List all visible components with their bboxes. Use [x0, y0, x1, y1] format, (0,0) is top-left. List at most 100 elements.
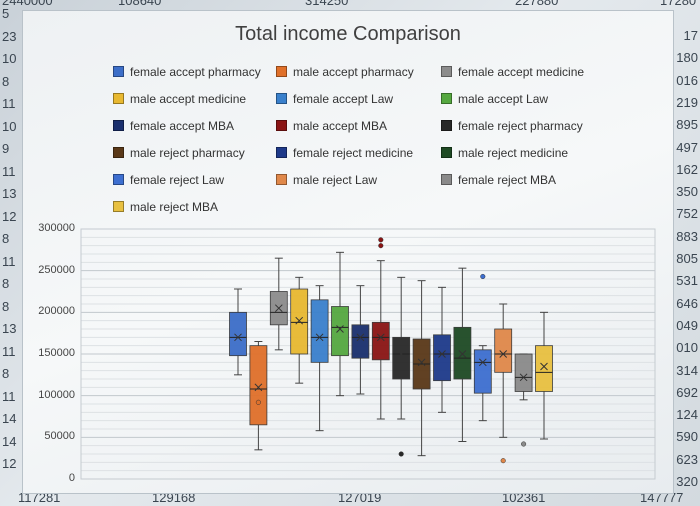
legend-label: male reject medicine — [458, 146, 569, 160]
y-tick-label: 100000 — [38, 388, 75, 401]
mean-marker — [376, 333, 385, 342]
outlier-point — [255, 399, 261, 405]
y-tick-label: 250000 — [38, 263, 75, 276]
mean-marker — [499, 350, 508, 358]
y-tick-label: 50000 — [44, 430, 75, 443]
y-tick-label: 200000 — [38, 305, 75, 318]
right-column-cell: 010 — [676, 340, 698, 356]
legend-swatch — [113, 147, 124, 158]
right-column-cell: 124 — [676, 407, 698, 423]
left-column-cell: 14 — [2, 411, 17, 426]
box-plot — [80, 228, 656, 480]
right-column-cell: 752 — [676, 206, 698, 222]
chart-title: Total income Comparison — [235, 23, 461, 45]
box — [229, 311, 247, 357]
left-column-cell: 23 — [2, 28, 17, 44]
legend-swatch — [441, 93, 452, 104]
legend-item: male reject pharmacy — [113, 146, 245, 160]
legend-swatch — [441, 174, 452, 185]
legend-swatch — [276, 93, 287, 104]
top-row-cell: 314250 — [305, 0, 349, 8]
legend-item: female accept medicine — [441, 65, 584, 79]
right-column-cell: 895 — [676, 117, 698, 133]
legend-label: male accept Law — [458, 92, 549, 106]
legend-label: male accept pharmacy — [293, 65, 414, 79]
box — [494, 328, 513, 373]
left-column-cell: 8 — [2, 231, 10, 246]
mean-marker — [397, 350, 406, 358]
legend-label: male accept MBA — [293, 119, 388, 133]
right-column-cell: 646 — [676, 295, 698, 311]
left-column-cell: 8 — [2, 298, 10, 314]
mean-marker — [295, 316, 304, 325]
plot-area-border — [80, 228, 656, 480]
top-row-cell: 227880 — [515, 0, 559, 8]
y-tick-label: 0 — [68, 472, 75, 484]
chart-area[interactable]: Total income Comparison female accept ph… — [22, 10, 674, 494]
box — [473, 349, 492, 394]
left-column-cell: 11 — [2, 253, 16, 269]
mean-marker — [254, 383, 263, 392]
box — [331, 306, 349, 357]
left-column-cell: 13 — [2, 321, 17, 336]
legend-item: female reject pharmacy — [441, 119, 583, 133]
mean-marker — [478, 358, 487, 367]
legend-swatch — [276, 174, 287, 185]
legend-label: female accept Law — [293, 92, 394, 106]
legend-item: female accept pharmacy — [113, 65, 261, 79]
legend-swatch — [441, 120, 452, 131]
mean-marker — [438, 350, 446, 358]
box — [514, 353, 533, 392]
left-column-cell: 12 — [2, 208, 17, 224]
right-column-cell: 590 — [676, 429, 698, 445]
box — [535, 345, 553, 392]
left-column-cell: 10 — [2, 118, 17, 134]
right-column-cell: 531 — [676, 273, 698, 289]
box — [371, 321, 390, 361]
outlier-point — [480, 273, 486, 280]
legend-label: female accept MBA — [130, 119, 235, 133]
left-column-cell: 11 — [2, 343, 16, 359]
legend-item: female accept Law — [276, 92, 393, 106]
outlier-point — [378, 237, 384, 243]
legend-item: male reject Law — [276, 173, 377, 187]
legend-label: female accept medicine — [458, 65, 585, 79]
legend-item: female reject Law — [113, 173, 224, 187]
left-column-cell: 13 — [2, 186, 17, 201]
outlier-point — [378, 243, 384, 249]
legend-label: male reject pharmacy — [130, 146, 245, 160]
right-column-cell: 016 — [676, 72, 698, 88]
box — [433, 334, 451, 382]
right-column-cell: 219 — [676, 94, 698, 110]
legend-swatch — [113, 174, 124, 185]
left-column-cell: 12 — [2, 456, 17, 471]
box — [249, 345, 268, 426]
y-tick-label: 300000 — [38, 222, 75, 234]
box — [351, 324, 370, 359]
mean-marker — [519, 373, 528, 382]
legend-item: male accept pharmacy — [276, 65, 414, 79]
box — [392, 336, 411, 380]
legend-swatch — [441, 147, 452, 158]
legend-swatch — [113, 201, 124, 212]
legend-swatch — [113, 93, 124, 104]
legend-item: female reject medicine — [276, 146, 413, 160]
right-column-cell: 623 — [676, 451, 698, 467]
left-column-cell: 8 — [2, 366, 10, 381]
right-column-cell: 692 — [676, 384, 698, 400]
y-tick-label: 150000 — [38, 347, 75, 359]
legend-swatch — [113, 66, 124, 77]
right-column-cell: 180 — [676, 50, 698, 66]
left-column-cell: 8 — [2, 276, 10, 291]
top-row-cell: 108640 — [118, 0, 162, 8]
legend-item: male reject MBA — [113, 200, 218, 214]
mean-marker — [336, 325, 344, 333]
outlier-point — [521, 441, 527, 447]
left-column-cell: 14 — [2, 433, 17, 449]
mean-marker — [417, 358, 426, 367]
left-column-cell: 11 — [2, 163, 16, 179]
legend-swatch — [276, 120, 287, 131]
mean-marker — [315, 333, 324, 342]
left-column-cell: 10 — [2, 51, 17, 66]
